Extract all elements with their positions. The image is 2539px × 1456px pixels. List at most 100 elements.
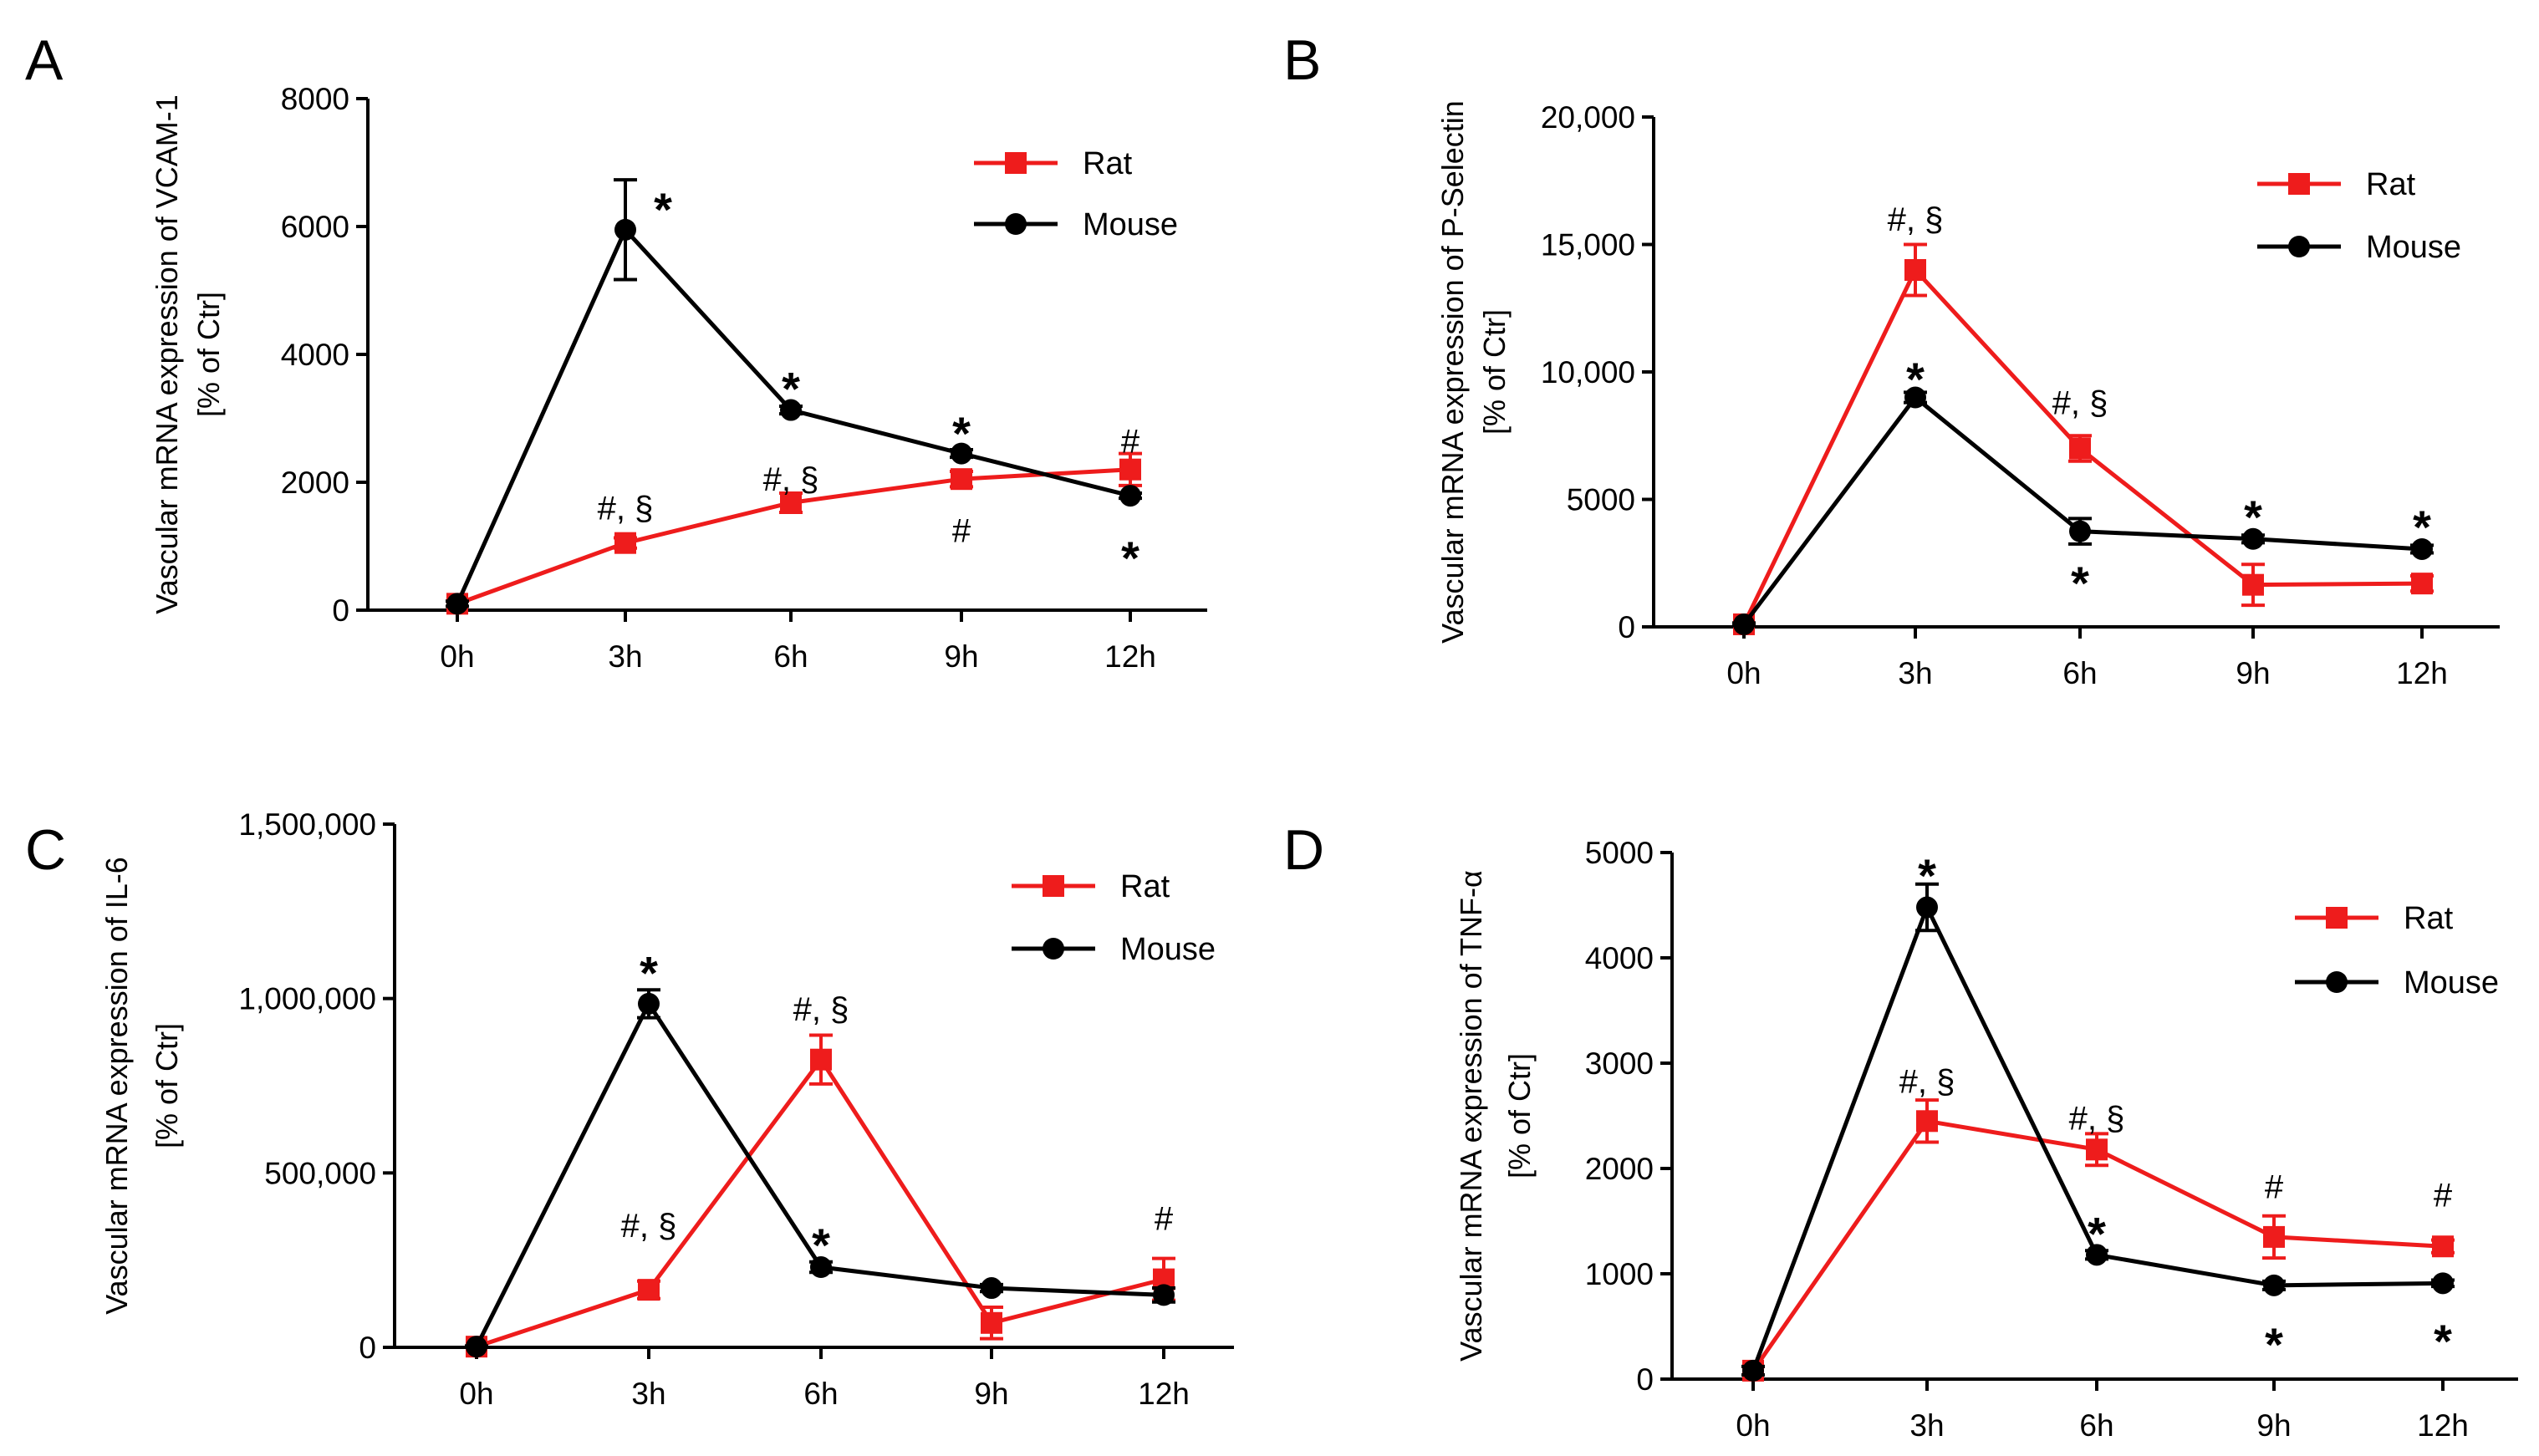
data-point [810,1048,832,1071]
x-tick-label: 9h [2236,656,2270,690]
data-point [2242,573,2264,596]
series-mouse [446,178,1142,615]
x-tick-label: 6h [2079,1408,2113,1443]
significance-star: * [1906,353,1925,405]
significance-mark: #, § [1888,201,1944,238]
y-axis-label: Vascular mRNA expression of IL-6 [99,857,134,1315]
data-point [446,593,468,615]
legend-marker [2288,173,2310,195]
y-tick-label: 5000 [1567,483,1635,517]
significance-star: * [654,183,672,236]
series-mouse [465,988,1175,1358]
data-point [614,532,636,554]
significance-mark: # [952,512,971,549]
x-tick-label: 0h [1726,656,1761,690]
significance-mark: # [2265,1168,2284,1205]
significance-star: * [812,1219,830,1271]
data-point [2069,437,2091,460]
x-tick-label: 0h [1736,1408,1770,1443]
y-tick-label: 500,000 [264,1156,376,1190]
data-point [2432,1235,2454,1258]
data-point [1153,1284,1175,1306]
data-point [2242,527,2264,550]
x-tick-label: 12h [1104,639,1156,674]
x-tick-label: 3h [1898,656,1932,690]
y-tick-label: 6000 [281,210,349,244]
y-tick-label: 4000 [281,338,349,372]
data-point [2411,573,2433,595]
significance-star: * [2244,491,2262,543]
y-tick-label: 1,500,000 [238,807,376,842]
y-axis-label-unit: [% of Ctr] [191,292,226,417]
significance-star: * [1121,532,1139,584]
x-tick-label: 9h [2256,1408,2291,1443]
series-line [476,1056,1165,1349]
y-tick-label: 1000 [1585,1257,1654,1291]
significance-mark: #, § [2069,1101,2125,1138]
panel-d: D 0 1000 2000 3000 4000 5000 0h 3h 6h 9h 12h Vascula… [1283,818,2518,1443]
x-tick-label: 6h [803,1377,838,1411]
data-point [2411,537,2433,560]
x-tick-label: 3h [1909,1408,1944,1443]
legend-label: Rat [2404,901,2454,936]
data-point [981,1277,1002,1300]
significance-mark: #, § [2052,385,2108,422]
data-point [1904,386,1926,409]
legend-label: Mouse [1120,932,1216,967]
data-point [2263,1274,2285,1296]
legend-marker [1043,938,1064,960]
x-tick-label: 9h [974,1377,1008,1411]
data-point [981,1311,1002,1334]
data-point [951,468,972,491]
significance-star: * [2265,1318,2283,1371]
data-point [2432,1272,2454,1295]
panel-a: A 0 2000 4000 6000 8000 0h 3h 6h 9h 12h Vascular mR… [25,28,1207,674]
significance-mark: #, § [1899,1063,1955,1100]
panel-label: D [1283,818,1324,882]
y-tick-label: 10,000 [1541,355,1635,389]
legend-label: Rat [1120,869,1170,904]
y-tick-label: 2000 [1585,1152,1654,1186]
data-point [1119,485,1141,507]
legend-label: Rat [1083,146,1133,181]
significance-mark: #, § [763,461,819,498]
significance-star: * [640,946,658,999]
y-tick-label: 2000 [281,466,349,500]
data-point [810,1256,832,1279]
data-point [1119,458,1141,481]
data-point [466,1336,487,1358]
x-tick-label: 3h [631,1377,665,1411]
panel-label: A [25,28,64,92]
significance-star: * [782,362,800,415]
legend-label: Mouse [2366,230,2461,265]
x-tick-label: 3h [608,639,642,674]
significance-star: * [2434,1315,2452,1367]
x-tick-label: 9h [944,639,978,674]
data-point [780,399,802,421]
significance-star: * [2413,501,2431,553]
significance-star: * [2071,557,2089,609]
legend-marker [1005,152,1027,174]
y-axis-label-unit: [% of Ctr] [1477,309,1512,435]
x-tick-label: 6h [2062,656,2097,690]
significance-mark: #, § [621,1208,677,1245]
legend-label: Mouse [2404,965,2499,1000]
y-axis-label: Vascular mRNA expression of P-Selectin [1435,100,1470,644]
legend-label: Rat [2366,167,2416,202]
data-point [638,1279,660,1301]
y-tick-label: 20,000 [1541,100,1635,135]
data-point [2069,520,2091,542]
legend-marker [2326,907,2348,929]
data-point [1733,613,1755,635]
x-tick-label: 12h [2417,1408,2469,1443]
y-tick-label: 1,000,000 [238,982,376,1016]
significance-star: * [2088,1208,2106,1260]
series-mouse [1741,882,2455,1382]
data-point [1742,1359,1764,1382]
significance-mark: # [1155,1201,1174,1238]
x-tick-label: 12h [2396,656,2448,690]
panel-b: B 0 5000 10,000 15,000 20,000 0h 3h 6h 9h 12h Vascu… [1283,28,2500,690]
y-axis-label: Vascular mRNA expression of VCAM-1 [150,94,184,614]
data-point [1904,259,1926,281]
data-point [780,491,802,514]
